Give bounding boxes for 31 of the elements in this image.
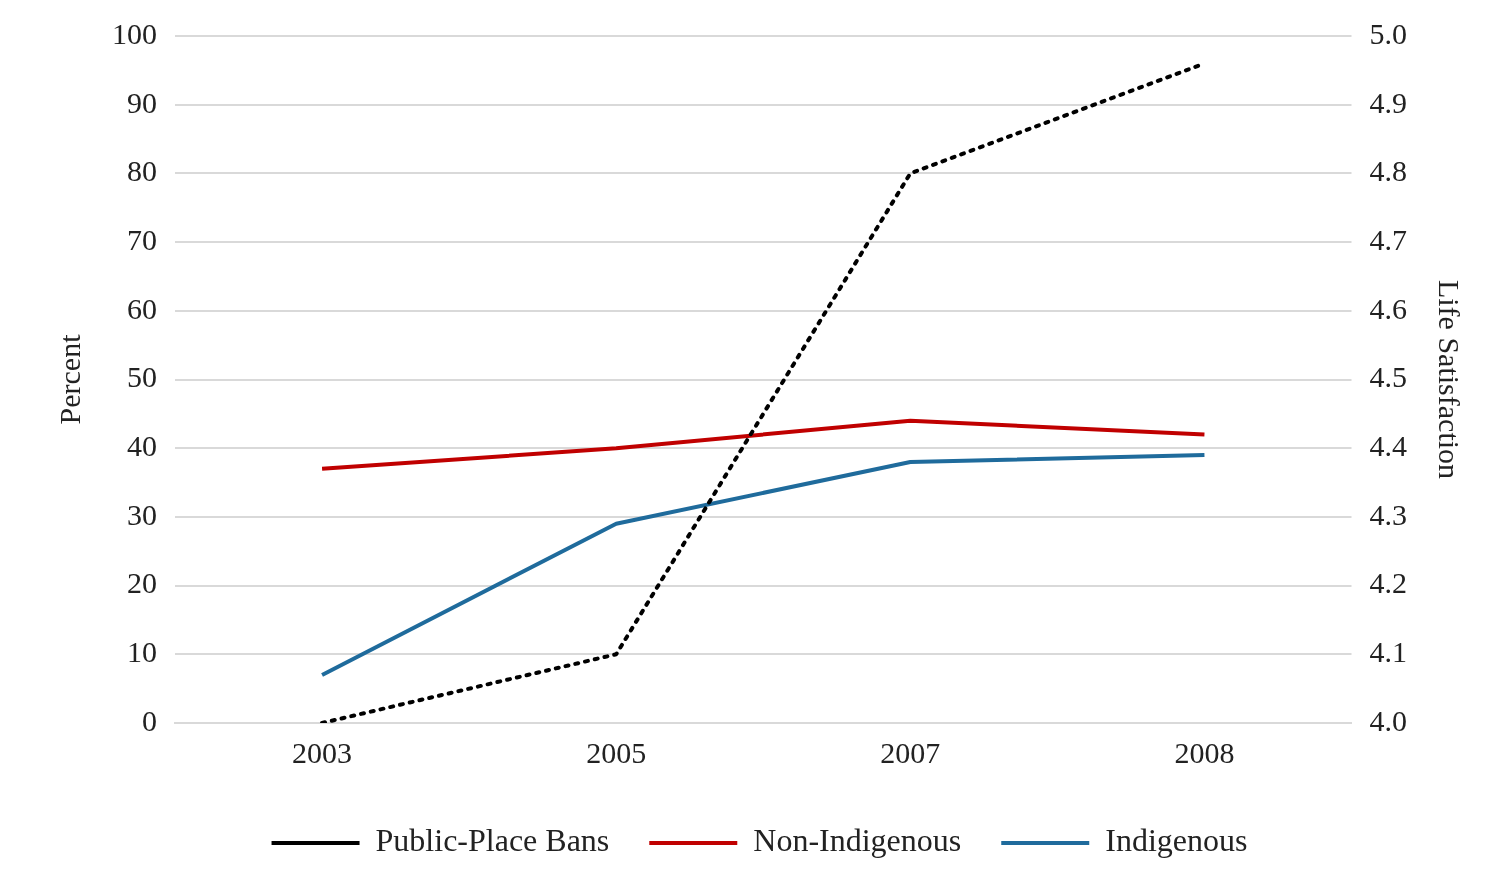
x-tick-label: 2005 — [586, 735, 647, 769]
y-tick-label: 70 — [127, 222, 157, 256]
y2-tick-label: 4.9 — [1369, 85, 1407, 119]
y-tick-label: 0 — [142, 703, 157, 737]
x-tick-label: 2008 — [1174, 735, 1235, 769]
y-tick-label: 20 — [127, 566, 157, 600]
y2-tick-label: 5.0 — [1369, 16, 1407, 50]
y2-tick-label: 4.1 — [1369, 635, 1407, 669]
y2-tick-label: 4.2 — [1369, 566, 1407, 600]
y-tick-label: 40 — [127, 429, 157, 463]
y2-tick-label: 4.6 — [1369, 291, 1407, 325]
y-tick-label: 50 — [127, 360, 157, 394]
legend-label: Indigenous — [1105, 822, 1248, 859]
y2-tick-label: 4.8 — [1369, 154, 1407, 188]
y2-tick-label: 4.5 — [1369, 360, 1407, 394]
y2-tick-label: 4.0 — [1369, 703, 1407, 737]
y-tick-label: 100 — [112, 16, 157, 50]
y-tick-label: 30 — [127, 497, 157, 531]
y-tick-label: 10 — [127, 635, 157, 669]
legend-label: Public-Place Bans — [375, 822, 610, 859]
y2-tick-label: 4.7 — [1369, 222, 1407, 256]
y-axis-title: Percent — [52, 333, 86, 425]
y-tick-label: 60 — [127, 291, 157, 325]
legend-label: Non-Indigenous — [753, 822, 962, 859]
x-tick-label: 2007 — [880, 735, 941, 769]
y2-axis-title: Life Satisfaction — [1433, 279, 1467, 480]
y2-tick-label: 4.3 — [1369, 497, 1407, 531]
x-tick-label: 2003 — [292, 735, 353, 769]
y-tick-label: 80 — [127, 154, 157, 188]
y2-tick-label: 4.4 — [1369, 429, 1407, 463]
y-tick-label: 90 — [127, 85, 157, 119]
